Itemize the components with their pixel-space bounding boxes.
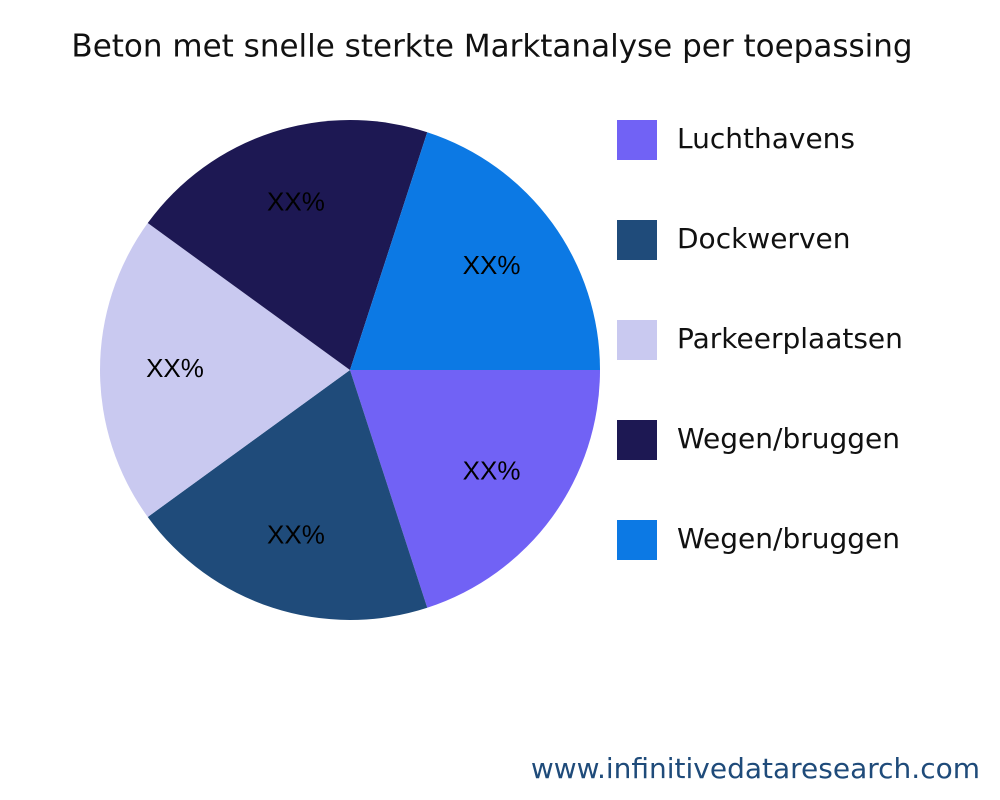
pie-slice — [100, 223, 350, 517]
legend-swatch — [617, 120, 657, 160]
slice-label: XX% — [463, 250, 521, 280]
chart-title: Beton met snelle sterkte Marktanalyse pe… — [71, 29, 912, 65]
legend-swatch — [617, 220, 657, 260]
legend-label: Luchthavens — [677, 122, 855, 155]
slice-label: XX% — [146, 353, 204, 383]
legend-label: Dockwerven — [677, 222, 850, 255]
source: www.infinitivedataresearch.com — [531, 752, 980, 785]
legend-swatch — [617, 420, 657, 460]
slice-label: XX% — [267, 519, 325, 549]
legend-label: Parkeerplaatsen — [677, 322, 903, 355]
slice-label: XX% — [267, 186, 325, 216]
slice-label: XX% — [463, 456, 521, 486]
legend-swatch — [617, 320, 657, 360]
pie-slice — [147, 370, 428, 620]
pie-slice — [147, 120, 428, 370]
legend-label: Wegen/bruggen — [677, 422, 900, 455]
pie-slice — [350, 132, 600, 370]
legend-swatch — [617, 520, 657, 560]
legend-label: Wegen/bruggen — [677, 522, 900, 555]
pie-slice — [350, 370, 600, 608]
